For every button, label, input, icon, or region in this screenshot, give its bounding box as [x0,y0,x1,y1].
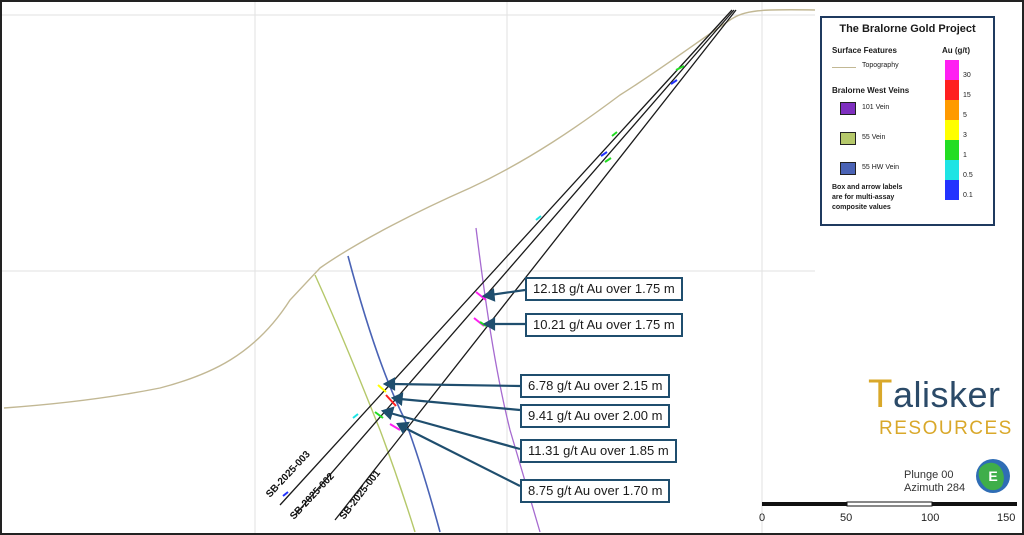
vein-101-swatch [840,102,856,115]
arrow-callout-4 [399,397,521,412]
arrow-callout-3 [391,382,521,388]
logo-first-letter: T [868,372,893,416]
au-scale-segment [945,160,959,180]
svg-text:E: E [988,468,997,484]
vein-101-label: 101 Vein [862,104,890,111]
assay-tick [611,131,618,137]
scale-segment [762,502,847,506]
drillhole-sb-2025-001 [334,9,737,521]
assay-tick [389,423,401,431]
arrowhead [481,288,496,302]
scale-label: 150 [997,512,1016,524]
assay-tick [535,215,542,221]
globe-logo-icon: E [976,459,1010,493]
au-scale-tick: 30 [963,72,971,79]
assay-tick [670,79,678,85]
logo-subtitle: RESOURCES [879,418,1013,439]
scale-label: 50 [840,512,853,524]
topography-line [3,8,816,409]
arrow-callout-5 [389,411,521,451]
drillhole-label: SB-2025-001 [338,468,384,522]
assay-tick [352,413,359,419]
talisker-logo: Talisker [868,372,1000,417]
assay-callout: 10.21 g/t Au over 1.75 m [525,313,683,337]
drillholes [279,9,737,521]
au-scale-segment [945,120,959,140]
vein-55hw-swatch [840,162,856,175]
scale-label: 0 [759,512,766,524]
vein-55hw-label: 55 HW Vein [862,164,899,171]
assay-tick [475,291,487,301]
au-scale-segment [945,180,959,200]
au-scale-header: Au (g/t) [942,46,970,55]
callout-arrows [380,288,526,487]
legend-note-line: Box and arrow labels [832,184,903,191]
vein-55-swatch [840,132,856,145]
assay-tick [282,491,289,497]
azimuth-label: Azimuth 284 [904,482,966,494]
topography-swatch [832,67,856,68]
arrowhead [382,377,396,391]
arrowhead [380,406,395,421]
scale-bar [762,501,1017,507]
drillhole-label: SB-2025-003 [264,449,313,500]
assay-tick [675,65,685,71]
assay-callout: 8.75 g/t Au over 1.70 m [520,479,671,503]
assay-callout: 12.18 g/t Au over 1.75 m [525,277,683,301]
au-scale-segment [945,100,959,120]
au-scale-tick: 15 [963,92,971,99]
assay-tick [604,157,612,163]
arrow-callout-1 [489,288,526,297]
au-scale-tick: 0.1 [963,192,973,199]
au-scale-segment [945,140,959,160]
legend-note-line: composite values [832,204,891,211]
legend-panel: The Bralorne Gold Project Surface Featur… [820,16,995,226]
drillhole-sb-2025-003 [279,9,733,506]
arrow-callout-6 [404,427,521,487]
scale-label: 100 [921,512,940,524]
legend-note-line: are for multi-assay [832,194,895,201]
legend-title: The Bralorne Gold Project [839,23,976,35]
au-scale-tick: 5 [963,112,967,119]
au-color-scale [945,60,959,200]
grid [2,2,815,533]
vein-55 [314,274,416,533]
assay-tick [385,394,397,407]
vein-55-label: 55 Vein [862,134,886,141]
drillhole-label: SB-2025-002 [288,471,337,522]
assay-callout: 6.78 g/t Au over 2.15 m [520,374,671,398]
scale-segment [932,502,1017,506]
assay-tick [377,384,387,393]
surface-features-header: Surface Features [832,46,897,55]
assay-tick [600,151,608,157]
arrowhead [482,317,496,331]
topography-label: Topography [862,62,899,69]
view-orientation: Plunge 00 Azimuth 284 [904,469,965,495]
au-scale-segment [945,60,959,80]
assay-callout: 9.41 g/t Au over 2.00 m [520,404,671,428]
assay-tick [374,411,384,419]
au-scale-tick: 3 [963,132,967,139]
arrowhead [390,392,404,407]
au-scale-tick: 0.5 [963,172,973,179]
scale-segment [846,501,933,507]
au-scale-tick: 1 [963,152,967,159]
drillhole-sb-2025-002 [294,9,735,516]
logo-word: alisker [892,374,1001,415]
plunge-label: Plunge 00 [904,469,954,481]
assay-callout: 11.31 g/t Au over 1.85 m [520,439,677,463]
veins-header: Bralorne West Veins [832,86,910,95]
au-scale-segment [945,80,959,100]
arrowhead [396,421,410,435]
